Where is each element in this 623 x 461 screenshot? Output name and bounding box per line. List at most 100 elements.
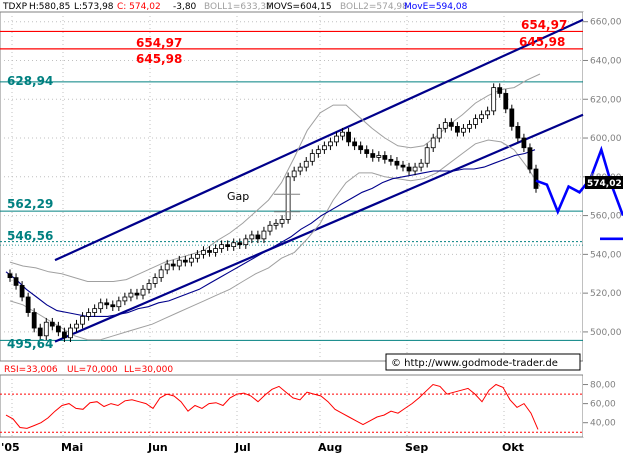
watermark-text: © http://www.godmode-trader.de	[391, 358, 558, 369]
candle-body	[134, 292, 140, 296]
candle-body	[424, 147, 430, 164]
level-label-s2: 562,29	[7, 197, 53, 211]
candle	[249, 230, 255, 244]
rsi-line	[5, 383, 539, 430]
x-tick-label: Aug	[318, 441, 342, 454]
candle	[25, 292, 31, 317]
last-price-tag	[585, 176, 623, 189]
candle	[521, 133, 527, 152]
candle	[37, 323, 43, 341]
candle-body	[243, 238, 249, 246]
candle	[285, 172, 291, 224]
candle	[140, 284, 146, 300]
candle	[491, 83, 497, 116]
candle	[376, 151, 382, 162]
candle-body	[74, 323, 79, 329]
candle-body	[62, 331, 67, 339]
y-tick-label: 620,00	[590, 95, 622, 105]
candle	[273, 219, 279, 230]
candle-body	[267, 224, 273, 232]
candle-body	[170, 263, 176, 267]
candle-body	[225, 244, 231, 248]
price-layer	[7, 83, 539, 342]
candle-body	[158, 269, 164, 279]
candle	[255, 230, 261, 244]
x-tick-label: Jul	[234, 441, 251, 454]
candle	[201, 246, 206, 259]
forecast-layer	[535, 145, 623, 241]
bollinger-lower-line	[9, 139, 541, 341]
candle-body	[104, 302, 110, 306]
candle-body	[55, 325, 61, 333]
rsi-layer	[0, 383, 583, 433]
candle	[315, 145, 321, 158]
candle	[116, 296, 122, 311]
candle	[394, 157, 400, 170]
candle-body	[146, 283, 152, 290]
candle	[31, 308, 37, 333]
candle	[267, 221, 273, 236]
y-tick-label: 520,00	[590, 289, 622, 299]
x-tick-label: Jun	[147, 441, 168, 454]
candle	[533, 164, 539, 193]
candle-body	[485, 110, 491, 116]
rsi-header-ll: LL=30,000	[124, 365, 173, 375]
candle	[146, 279, 152, 294]
candle-body	[533, 168, 539, 189]
candle	[382, 151, 388, 164]
candle-body	[321, 145, 327, 151]
x-tick-label: Mai	[61, 441, 83, 454]
candle	[455, 122, 460, 137]
candle-body	[140, 288, 146, 296]
candle	[152, 273, 158, 288]
candle	[448, 118, 454, 131]
candle-body	[448, 122, 454, 127]
header-boll2: BOLL2=574,98	[340, 2, 408, 12]
candle-body	[461, 127, 466, 133]
candle	[297, 162, 303, 176]
candle-body	[334, 135, 339, 143]
candle-body	[436, 127, 442, 139]
x-tick-label: '05	[1, 441, 20, 454]
candle	[364, 145, 370, 158]
candle	[279, 215, 285, 228]
candle	[424, 143, 430, 168]
candle	[527, 143, 533, 174]
candle	[68, 323, 73, 342]
candle-body	[515, 125, 521, 139]
candle-body	[68, 327, 73, 339]
candle-body	[406, 166, 412, 172]
candle	[243, 234, 249, 249]
rsi-header-value: RSI=33,006	[4, 365, 58, 375]
candle	[62, 327, 67, 342]
candle	[55, 321, 61, 337]
candle-body	[328, 141, 333, 147]
candle-body	[346, 131, 351, 143]
candle-body	[509, 108, 515, 127]
candle-body	[479, 114, 484, 120]
candle-body	[37, 327, 43, 337]
candle	[321, 141, 327, 154]
candle	[400, 160, 406, 172]
rsi-tick-label: 60,00	[590, 400, 616, 410]
candle	[237, 238, 243, 249]
level-label-r2-left: 645,98	[136, 52, 182, 66]
candle	[346, 127, 351, 147]
channel-upper-line	[54, 18, 584, 262]
candle	[467, 120, 472, 133]
level-label-s3: 546,56	[7, 229, 53, 243]
candle-body	[80, 316, 85, 325]
candle	[195, 250, 200, 263]
candle-body	[188, 257, 194, 263]
candle	[170, 259, 176, 271]
y-tick-label: 640,00	[590, 56, 622, 66]
candle-body	[309, 153, 315, 162]
candle-body	[315, 149, 321, 154]
candle-body	[31, 312, 37, 329]
x-tick-label: Okt	[502, 441, 524, 454]
candle	[503, 89, 509, 114]
candle-body	[249, 234, 255, 240]
main-plot-frame	[0, 11, 584, 362]
candle-body	[527, 147, 533, 170]
candle	[225, 240, 231, 251]
